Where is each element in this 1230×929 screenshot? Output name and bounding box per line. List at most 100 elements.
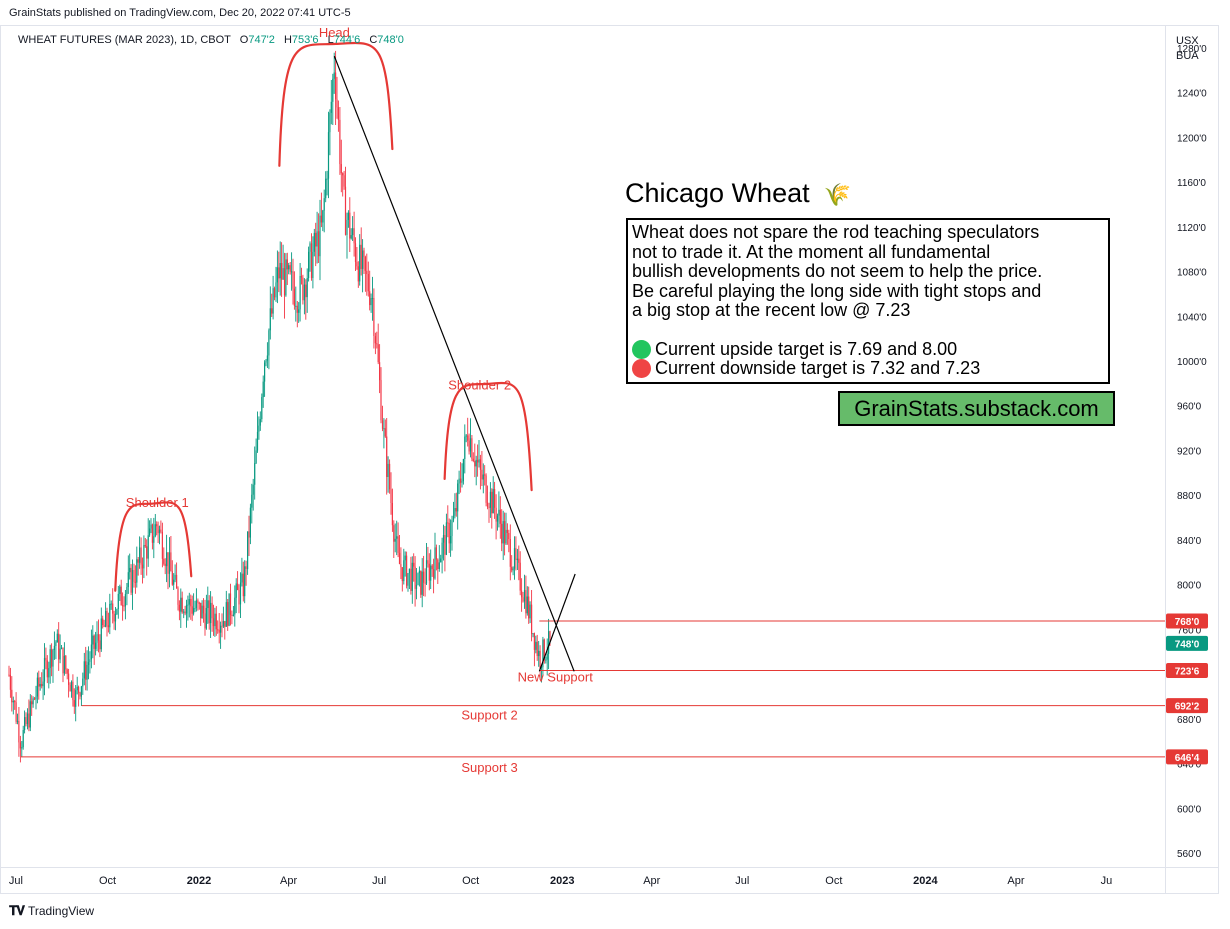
candle-body [539,650,541,669]
candle-body [187,604,189,606]
candle-body [36,677,38,697]
candle-body [225,602,227,627]
candle-body [8,674,10,676]
candle-body [68,673,70,685]
candle-body [249,507,251,538]
candle-body [450,536,452,544]
candle-body [151,524,153,543]
y-tick-label: 600'0 [1177,804,1202,815]
candle-body [214,613,216,627]
candle-body [22,730,24,748]
candle-body [323,198,325,211]
candle-body [93,635,95,649]
candle-body [325,178,327,199]
candle-body [447,522,449,524]
y-tick-label: 760'0 [1177,625,1202,636]
candle-body [424,582,426,584]
candle-body [444,535,446,555]
candle-body [401,567,403,582]
candle-body [400,564,402,568]
candle-body [191,606,193,614]
candle-body [259,419,261,426]
candle-body [258,425,260,432]
ohlc-high-label: H [283,34,292,46]
x-tick-label: Apr [280,875,297,887]
candle-body [136,559,138,583]
candle-body [251,494,253,508]
candle-body [309,243,311,252]
candle-body [353,228,355,244]
candle-body [292,271,294,289]
candle-body [244,566,246,597]
candle-body [119,586,121,594]
x-tick-label: Jul [372,875,386,887]
candle-body [12,701,14,703]
candle-body [502,521,504,544]
symbol-legend[interactable]: WHEAT FUTURES (MAR 2023), 1D, CBOT O747'… [18,34,404,46]
candle-body [24,717,26,730]
candle-body [393,525,395,542]
candle-body [407,573,409,586]
candles [8,50,551,763]
candle-body [38,677,40,687]
candle-body [282,268,284,280]
candle-body [130,567,132,593]
candle-body [131,570,134,593]
candle-body [379,362,381,381]
candle-body [105,611,107,627]
candle-body [65,655,67,670]
candle-body [66,669,68,674]
candle-body [247,531,249,570]
candle-body [218,629,220,633]
candle-body [330,101,332,113]
candle-body [252,484,254,495]
candle-body [381,420,384,429]
candle-body [212,618,215,627]
candle-body [271,308,273,314]
candle-body [533,633,535,650]
candle-body [231,614,233,616]
tradingview-logo[interactable]: 𝐓𝐕 TradingView [9,903,94,919]
y-tick-label: 1200'0 [1177,133,1207,144]
candle-body [45,657,47,661]
candle-body [188,599,190,605]
candle-body [238,590,240,605]
substack-url[interactable]: GrainStats.substack.com [838,391,1115,426]
candle-body [176,574,178,589]
ohlc-low: 744'6 [333,34,361,46]
candle-body [445,522,447,555]
candle-body [228,593,230,626]
candle-body [75,690,77,707]
y-tick-label: 920'0 [1177,446,1202,457]
candle-body [123,605,125,607]
candle-body [374,336,376,344]
candle-body [335,72,337,100]
candle-body [360,244,362,269]
price-label-bg [1166,613,1208,629]
symbol-name[interactable]: WHEAT FUTURES (MAR 2023), 1D, CBOT [18,34,231,46]
candle-body [511,566,513,571]
candle-body [293,288,295,306]
candle-body [349,212,351,239]
candle-body [161,531,163,559]
candle-body [129,567,131,573]
candle-body [513,548,516,569]
candle-body [472,458,474,461]
candle-body [275,282,277,298]
candle-body [204,613,206,629]
candle-body [56,633,58,643]
candle-body [205,608,207,629]
candle-body [488,506,490,508]
candle-body [106,611,108,626]
candle-body [234,597,236,615]
candle-body [481,469,483,480]
candle-body [120,586,122,606]
candle-body [384,428,386,437]
candle-body [194,608,196,610]
candle-body [289,265,291,272]
candle-body [377,344,379,363]
candle-body [63,655,65,674]
candle-body [417,573,419,585]
candle-body [430,565,432,581]
